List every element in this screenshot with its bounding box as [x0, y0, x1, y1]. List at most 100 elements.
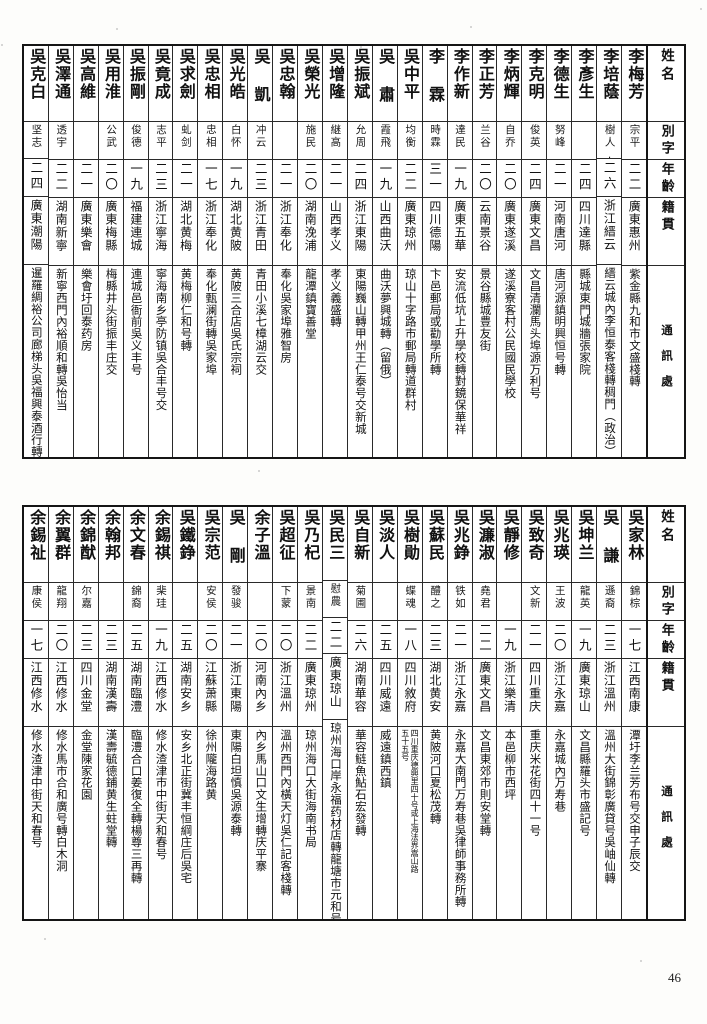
- person-address-cell: 黄梅柳仁和号轉: [173, 266, 197, 457]
- person-column[interactable]: 吳振剛 俊德 一九 福建連城 連城邑衙前吳义丰号: [122, 46, 148, 457]
- person-address: 威遠鎮西鎮: [378, 729, 393, 789]
- person-alias-cell: 達民: [447, 122, 472, 160]
- person-origin-cell: 湖北黄梅: [173, 198, 198, 266]
- person-column[interactable]: 李德生 努峰 二一 河南唐河 唐河源鎮明興恒号轉: [546, 46, 572, 457]
- person-column[interactable]: 余子溫 二〇 河南內乡 內乡馬山口文生增轉庆平寨: [247, 507, 273, 919]
- person-name-cell: 吳振剛: [123, 46, 148, 122]
- person-column[interactable]: 吳鐵錚 二五 湖南安乡 安乡北正街冀丰恒綱庄后吳宅: [172, 507, 198, 919]
- person-column[interactable]: 吳中平 均衡 二二 廣東琼州 琼山十字路市郵局轉道群村: [396, 46, 422, 457]
- person-column[interactable]: 吳兆錚 铁如 二一 浙江永嘉 永嘉大南門万寿巷吳律師事務所轉: [446, 507, 472, 919]
- person-alias: 堯君: [478, 585, 491, 610]
- person-column[interactable]: 吳 肅霞飛 一九 山西曲沃 曲沃夢興城轉（留俄）: [371, 46, 397, 457]
- person-name-cell: 余錦猷: [73, 507, 98, 583]
- person-alias: 蝶魂: [404, 585, 417, 610]
- person-column[interactable]: 吳超征 下蒙 二〇 浙江溫州 溫州西門內橫天灯吳仁記客棧轉: [272, 507, 298, 919]
- person-alias: 發骏: [229, 585, 242, 610]
- person-address: 曲沃夢興城轉（留俄）: [378, 268, 393, 387]
- person-column[interactable]: 吳竟成 志平 二三 浙江寧海 寧海南乡亭防镇吳合丰号交: [147, 46, 173, 457]
- person-column[interactable]: 余文春 錦裔 二五 湖南臨澧 臨澧合口姜復全轉楊尊三再轉: [122, 507, 148, 919]
- person-alias: 龍翔: [55, 585, 68, 610]
- person-column[interactable]: 李作新 達民 一九 廣東五華 安流低坑上升學校轉對鏡保華祥: [446, 46, 472, 457]
- person-name-cell: 吳榮光: [298, 46, 323, 122]
- person-address: 奉化甄澜街轉吳家埠: [204, 268, 219, 376]
- person-age: 二〇: [501, 162, 517, 193]
- person-column[interactable]: 吳民三 慰農 二二 廣東琼山 琼州海口岸永福药材店轉龍塘市元和号: [322, 507, 347, 919]
- legend-age-label: 年齡: [658, 623, 674, 657]
- person-column[interactable]: 吳忠相 忠相 一七 浙江奉化 奉化甄澜街轉吳家埠: [197, 46, 223, 457]
- person-column[interactable]: 李炳輝 自乔 二〇 廣東遂溪 遂溪寮客村公民國民學校: [496, 46, 522, 457]
- person-origin-cell: 廣東樂會: [73, 198, 98, 266]
- person-alias: 文新: [528, 585, 541, 610]
- person-column[interactable]: 吳坤兰 龍英 一九 廣東琼山 文昌縣羅头市盛記号: [571, 507, 597, 919]
- person-address: 文昌清瀾馬头埠源万利号: [528, 268, 543, 399]
- person-column[interactable]: 李正芳 兰谷 二〇 云南景谷 景谷縣城豊友街: [471, 46, 497, 457]
- person-address-cell: 漢壽毓德鋪黄生蛀堂轉: [99, 727, 123, 919]
- person-name-cell: 余文春: [123, 507, 148, 583]
- person-column[interactable]: 吳兆瑛 王波 二〇 浙江永嘉 永嘉城內万寿巷: [546, 507, 572, 919]
- person-address-cell: 金堂陳家花園: [74, 727, 98, 919]
- person-column[interactable]: 吳振斌 允周 二四 浙江東陽 東陽巍山轉甲州王仁泰号交新城: [346, 46, 372, 457]
- person-column[interactable]: 吳靜修 一九 浙江樂清 本邑柳市西坪: [496, 507, 522, 919]
- person-origin-cell: 湖南新寧: [48, 198, 73, 266]
- person-column[interactable]: 吳樹勛 蝶魂 一八 四川敘府 四川重庆德興里四十号或上海法界嵩山路五十五号: [396, 507, 422, 919]
- person-address-cell: 永嘉大南門万寿巷吳律師事務所轉: [448, 727, 472, 919]
- person-age: 二五: [128, 623, 144, 654]
- person-column[interactable]: 吳求劍 虬剑 二一 湖北黄梅 黄梅柳仁和号轉: [172, 46, 198, 457]
- person-origin-cell: 廣東潮陽: [23, 197, 48, 265]
- person-address: 安乡北正街冀丰恒綱庄后吳宅: [179, 729, 194, 884]
- person-column[interactable]: 吳濂淑 堯君 二二 廣東文昌 文昌東郊市則安堂轉: [471, 507, 497, 919]
- person-column[interactable]: 余錦猷 尔嘉 二三 四川金堂 金堂陳家花園: [72, 507, 98, 919]
- person-column[interactable]: 吳家林 錦棕 一七 江西南康 潭圩李兰芳布号交申子辰交: [621, 507, 646, 919]
- person-column[interactable]: 吳 謙遜裔 二三 浙江溫州 溫州大街錦彰廣貸号吳岫仙轉: [596, 507, 622, 919]
- person-column[interactable]: 余錫祉 康侯 一七 江西修水 修水渣津中街天和春号: [23, 507, 48, 919]
- person-column[interactable]: 余錫祺 棐珪 一九 江西修水 修水渣津市中街天和春号: [147, 507, 173, 919]
- person-column[interactable]: 吳用淮 公武 二〇 廣東梅縣 梅縣井头街振丰庄交: [97, 46, 123, 457]
- person-name: 李克明: [525, 48, 545, 101]
- person-age: 一九: [501, 623, 517, 654]
- person-column[interactable]: 吳致奇 文新 二一 四川重庆 重庆米花街四十一号: [521, 507, 547, 919]
- person-column[interactable]: 吳忠翰 二一 浙江奉化 奉化吳家埠雅智房: [272, 46, 298, 457]
- person-column[interactable]: 吳榮光 施民 二〇 湖南浼浦 龍潭鎮寶善堂: [297, 46, 323, 457]
- person-column[interactable]: 李培蔭 樹人. 二六 浙江縉云 縉云城內李恒泰客棧轉稠門（政治）: [596, 46, 622, 457]
- scan-speckle: [640, 960, 642, 962]
- person-age: 一八: [402, 623, 418, 654]
- person-origin: 浙江東陽: [228, 661, 243, 713]
- person-column[interactable]: 李彥生 二四 四川達縣 縣城東門城牆張家院: [571, 46, 597, 457]
- person-column[interactable]: 吳宗范 安侯 二〇 江蘇萧縣 徐州隴海路黄: [197, 507, 223, 919]
- person-column[interactable]: 李 霖時霖 三一 四川德陽 卞邑郵局或勸學所轉: [421, 46, 447, 457]
- person-column[interactable]: 吳蘇民 醴之 二三 湖北黄安 黄陂河口夏松茂轉: [421, 507, 447, 919]
- person-column[interactable]: 吳自新 菊圃 二六 湖南華容 華容鲢魚鮎石宏發轉: [346, 507, 372, 919]
- person-origin: 浙江永嘉: [452, 661, 467, 713]
- scan-speckle: [360, 46, 362, 48]
- person-address: 修水渣津市中街天和春号: [154, 729, 169, 860]
- person-origin-cell: 福建連城: [123, 198, 148, 266]
- person-column[interactable]: 吳增隆 継高 二一 山西孝义 孝义義盛轉: [322, 46, 347, 457]
- person-age: 一九: [452, 162, 468, 193]
- person-origin-cell: 四川重庆: [522, 659, 547, 727]
- person-age: 二四: [526, 162, 542, 193]
- person-address: 琼州海口岸永福药材店轉龍塘市元和号: [328, 722, 343, 920]
- person-column[interactable]: 吳光皓 白怀 一九 湖北黄陂 黄陂三合店吳氏宗祠: [222, 46, 248, 457]
- person-column[interactable]: 吳克白 坚志 二四 廣東潮陽 暹羅綢裕公司廊梯头吳福興泰酒行轉: [23, 46, 48, 457]
- person-origin-cell: 江西修水: [23, 659, 48, 727]
- person-alias-cell: 菊圃: [347, 583, 372, 621]
- person-column[interactable]: 吳乃杞 景南 二二 廣東琼州 琼州海口大街海南书局: [297, 507, 323, 919]
- person-address-cell: 樂會圩回泰药房: [74, 266, 98, 457]
- person-column[interactable]: 余翰邦 二三 湖南漢壽 漢壽毓德鋪黄生蛀堂轉: [97, 507, 123, 919]
- person-origin: 四川重庆: [527, 661, 542, 713]
- person-column[interactable]: 吳高維 二一 廣東樂會 樂會圩回泰药房: [72, 46, 98, 457]
- person-column[interactable]: 余翼群 龍翔 二〇 江西修水 修水馬市合和廣号轉白木洞: [47, 507, 73, 919]
- person-column[interactable]: 吳 剛發骏 二一 浙江東陽 東陽白坦慎吳源泰轉: [222, 507, 248, 919]
- person-column[interactable]: 吳澤通 透宇 二二 湖南新寧 新寧西門內裕順和轉吳怡当: [47, 46, 73, 457]
- person-column[interactable]: 李克明 俊英 二四 廣東文昌 文昌清瀾馬头埠源万利号: [521, 46, 547, 457]
- person-alias-cell: 虬剑: [173, 122, 198, 160]
- person-column[interactable]: 吳 凱冲云 二三 浙江青田 青田小溪七樟湖云交: [247, 46, 273, 457]
- person-name-cell: 吳淡人: [372, 507, 397, 583]
- person-address: 華容鲢魚鮎石宏發轉: [353, 729, 368, 837]
- legend-alias-header: 別字: [648, 122, 684, 160]
- person-origin-cell: 江西修水: [148, 659, 173, 727]
- person-column[interactable]: 李梅芳 宗平 二二 廣東惠州 紫金縣九和市文盛棧轉: [621, 46, 646, 457]
- person-name: 李正芳: [475, 48, 495, 101]
- person-column[interactable]: 吳淡人 二五 四川威遠 威遠鎮西鎮: [371, 507, 397, 919]
